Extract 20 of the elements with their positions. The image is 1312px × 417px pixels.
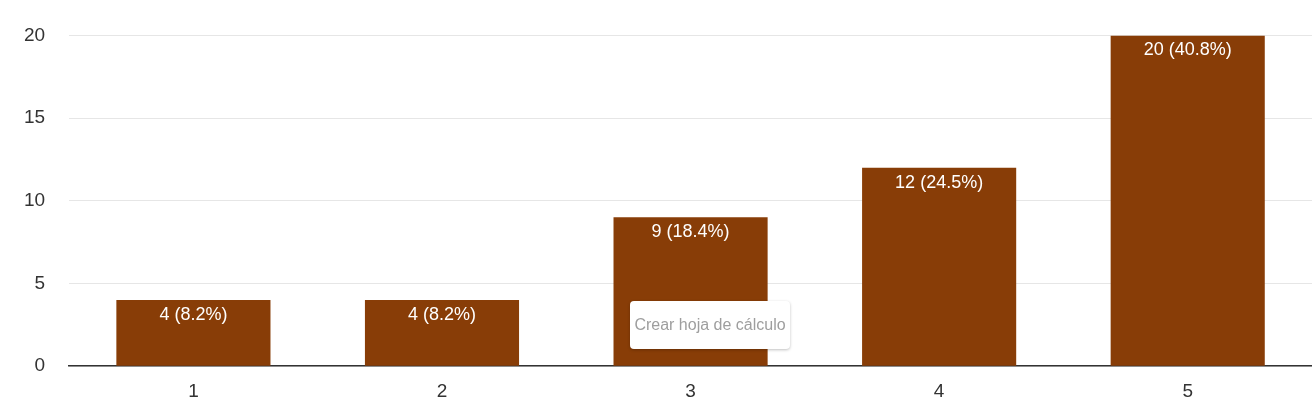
data-label: 9 (18.4%)	[651, 221, 730, 242]
data-label: 20 (40.8%)	[1143, 39, 1232, 60]
bar	[116, 300, 271, 366]
x-tick-label: 2	[436, 379, 448, 401]
y-tick-label: 5	[34, 271, 46, 293]
y-tick-label: 0	[34, 354, 46, 376]
y-tick-label: 15	[23, 106, 46, 128]
y-tick-label: 10	[23, 189, 46, 211]
data-label: 4 (8.2%)	[159, 304, 228, 325]
y-tick-label: 20	[23, 23, 46, 45]
annotation: Crear hoja de cálculo	[630, 301, 790, 349]
x-tick-label: 3	[685, 379, 696, 401]
data-label: 12 (24.5%)	[895, 171, 984, 192]
bar	[1110, 35, 1265, 366]
x-tick-label: 5	[1182, 379, 1193, 401]
x-tick-label: 4	[933, 379, 945, 401]
x-tick-label: 1	[188, 379, 199, 401]
bar	[862, 167, 1017, 366]
bar	[364, 300, 520, 366]
data-label: 4 (8.2%)	[407, 304, 477, 325]
